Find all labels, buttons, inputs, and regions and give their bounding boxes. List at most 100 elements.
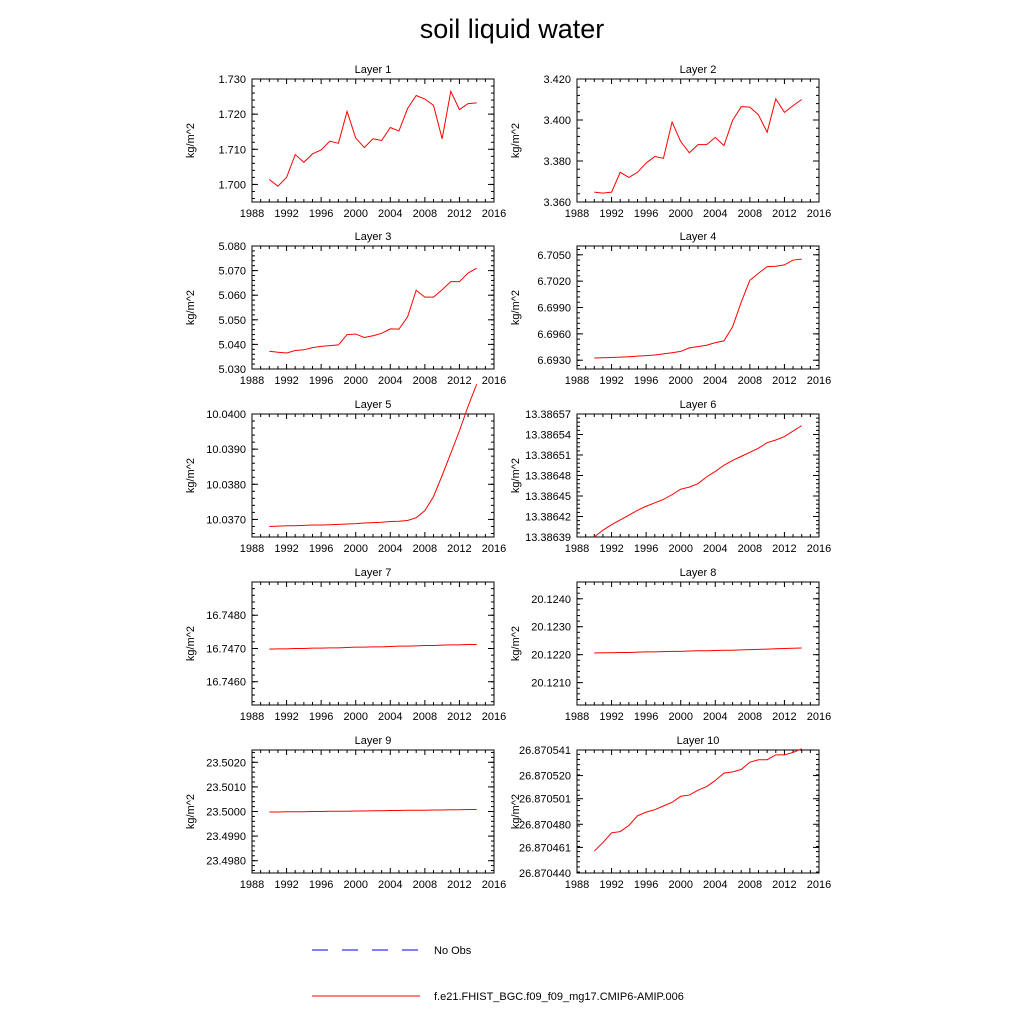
y-tick-label: 5.050 — [218, 315, 246, 327]
y-tick-label: 10.0370 — [206, 514, 246, 526]
panel-title: Layer 6 — [680, 399, 717, 411]
y-tick-label: 23.5000 — [206, 807, 246, 819]
x-tick-label: 2008 — [738, 375, 762, 387]
y-tick-label: 6.6930 — [537, 355, 571, 367]
panel-title: Layer 5 — [355, 399, 392, 411]
panel-layer-2: Layer 2 1988 1992 1996 2000 2004 2008 2012 2016 3… — [510, 64, 831, 220]
x-tick-label: 1996 — [309, 879, 333, 891]
y-tick-label: 13.38639 — [525, 532, 571, 544]
y-tick-label: 26.870461 — [519, 842, 571, 854]
y-tick-label: 26.870520 — [519, 771, 571, 783]
y-tick-label: 3.400 — [543, 115, 571, 127]
y-tick-label: 23.5020 — [206, 757, 246, 769]
series-line — [594, 647, 802, 654]
x-tick-label: 1988 — [565, 208, 589, 220]
panel-layer-9: Layer 9 1988 1992 1996 2000 2004 2008 2012 2016 2… — [185, 735, 506, 891]
y-tick-label: 5.060 — [218, 290, 246, 302]
x-tick-label: 2016 — [482, 879, 506, 891]
y-tick-label: 13.38645 — [525, 491, 571, 503]
y-tick-label: 6.6990 — [537, 303, 571, 315]
x-tick-label: 2016 — [807, 208, 831, 220]
y-tick-label: 5.070 — [218, 266, 246, 278]
x-tick-label: 2012 — [447, 879, 471, 891]
y-tick-label: 26.870480 — [519, 819, 571, 831]
panel-title: Layer 7 — [355, 567, 392, 579]
y-tick-label: 26.870501 — [519, 794, 571, 806]
legend-label: f.e21.FHIST_BGC.f09_f09_mg17.CMIP6-AMIP.… — [434, 991, 684, 1003]
x-tick-label: 1992 — [274, 208, 298, 220]
y-axis-label: kg/m^2 — [510, 290, 522, 325]
x-tick-label: 1996 — [634, 543, 658, 555]
y-tick-label: 20.1230 — [531, 622, 571, 634]
y-tick-label: 20.1220 — [531, 650, 571, 662]
series-line — [269, 809, 477, 813]
x-tick-label: 2008 — [413, 208, 437, 220]
x-tick-label: 1988 — [240, 208, 264, 220]
x-tick-label: 2004 — [703, 879, 727, 891]
x-tick-label: 2016 — [482, 543, 506, 555]
plot-frame — [251, 78, 495, 203]
y-tick-label: 5.080 — [218, 241, 246, 253]
x-tick-label: 2004 — [378, 711, 402, 723]
x-tick-label: 2000 — [668, 543, 692, 555]
x-tick-label: 2012 — [447, 375, 471, 387]
x-tick-label: 2000 — [668, 879, 692, 891]
y-tick-label: 5.040 — [218, 339, 246, 351]
panel-title: Layer 3 — [355, 231, 392, 243]
x-tick-label: 2004 — [378, 375, 402, 387]
y-tick-label: 1.700 — [218, 179, 246, 191]
y-tick-label: 10.0380 — [206, 479, 246, 491]
x-tick-label: 2008 — [413, 543, 437, 555]
y-axis-label: kg/m^2 — [185, 626, 197, 661]
y-axis-label: kg/m^2 — [510, 626, 522, 661]
x-tick-label: 1992 — [599, 543, 623, 555]
y-tick-label: 26.870541 — [519, 745, 571, 757]
panel-title: Layer 1 — [355, 64, 392, 76]
x-tick-label: 2012 — [772, 543, 796, 555]
y-tick-label: 1.720 — [218, 109, 246, 121]
panel-title: Layer 10 — [677, 735, 720, 747]
x-tick-label: 2000 — [343, 543, 367, 555]
series-line — [269, 267, 477, 354]
plot-frame — [576, 581, 820, 706]
x-tick-label: 2004 — [703, 711, 727, 723]
page-title: soil liquid water — [419, 14, 605, 44]
plot-frame — [251, 581, 495, 706]
x-tick-label: 1996 — [309, 208, 333, 220]
y-tick-label: 20.1210 — [531, 678, 571, 690]
plot-frame — [576, 245, 820, 370]
x-tick-label: 2000 — [343, 711, 367, 723]
x-tick-label: 2004 — [378, 208, 402, 220]
y-tick-label: 3.360 — [543, 197, 571, 209]
x-tick-label: 2016 — [807, 711, 831, 723]
x-tick-label: 1992 — [274, 375, 298, 387]
x-tick-label: 2004 — [703, 543, 727, 555]
x-tick-label: 2016 — [807, 375, 831, 387]
panel-title: Layer 2 — [680, 64, 717, 76]
y-tick-label: 6.7020 — [537, 276, 571, 288]
y-tick-label: 1.730 — [218, 74, 246, 86]
x-tick-label: 2000 — [668, 375, 692, 387]
plot-frame — [576, 78, 820, 203]
x-tick-label: 2016 — [482, 375, 506, 387]
panel-title: Layer 8 — [680, 567, 717, 579]
x-tick-label: 1992 — [274, 543, 298, 555]
x-tick-label: 2008 — [738, 879, 762, 891]
x-tick-label: 2004 — [378, 543, 402, 555]
x-tick-label: 2016 — [482, 711, 506, 723]
x-tick-label: 2012 — [447, 711, 471, 723]
x-tick-label: 2016 — [807, 879, 831, 891]
y-tick-label: 13.38651 — [525, 450, 571, 462]
panel-layer-3: Layer 3 1988 1992 1996 2000 2004 2008 2012 2016 5… — [185, 231, 506, 387]
x-tick-label: 2000 — [668, 711, 692, 723]
x-tick-label: 2008 — [413, 375, 437, 387]
y-tick-label: 23.4990 — [206, 831, 246, 843]
series-line — [593, 425, 802, 538]
y-axis-label: kg/m^2 — [185, 458, 197, 493]
x-tick-label: 1992 — [274, 711, 298, 723]
panel-layer-6: Layer 6 1988 1992 1996 2000 2004 2008 2012 2016 1… — [510, 399, 831, 555]
plot-frame — [251, 413, 495, 538]
panel-layer-4: Layer 4 1988 1992 1996 2000 2004 2008 2012 2016 6… — [510, 231, 831, 387]
y-tick-label: 5.030 — [218, 364, 246, 376]
y-tick-label: 6.7050 — [537, 250, 571, 262]
